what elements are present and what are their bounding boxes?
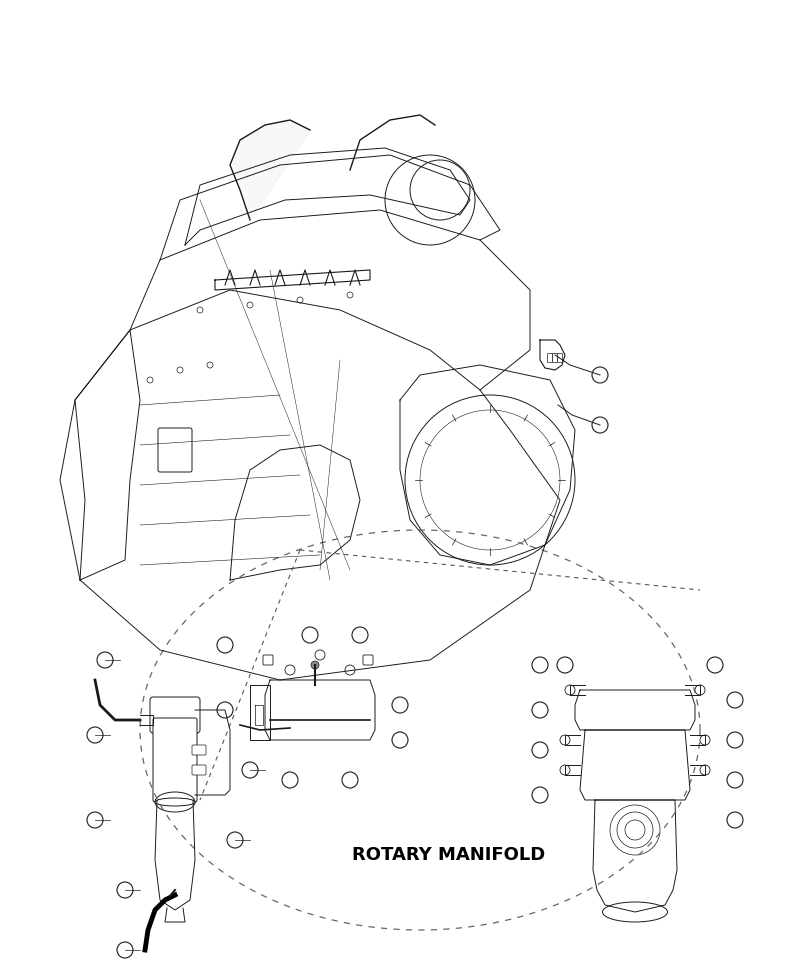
FancyBboxPatch shape (192, 745, 206, 755)
FancyBboxPatch shape (158, 428, 192, 472)
Circle shape (700, 765, 710, 775)
Circle shape (117, 882, 133, 898)
Circle shape (217, 637, 233, 653)
Circle shape (227, 832, 243, 848)
Circle shape (727, 772, 743, 788)
Circle shape (217, 702, 233, 718)
Circle shape (247, 302, 253, 308)
Circle shape (315, 650, 325, 660)
Circle shape (695, 685, 705, 695)
FancyBboxPatch shape (553, 354, 558, 362)
Ellipse shape (155, 792, 195, 812)
Circle shape (392, 732, 408, 748)
Circle shape (392, 697, 408, 713)
Circle shape (285, 665, 295, 675)
Circle shape (97, 652, 113, 668)
FancyBboxPatch shape (547, 354, 553, 362)
Circle shape (207, 362, 213, 368)
Circle shape (87, 812, 103, 828)
Circle shape (282, 772, 298, 788)
Circle shape (532, 787, 548, 803)
Circle shape (727, 692, 743, 708)
Circle shape (592, 417, 608, 433)
FancyBboxPatch shape (150, 697, 200, 733)
Circle shape (297, 297, 303, 303)
FancyBboxPatch shape (153, 718, 197, 802)
Circle shape (700, 735, 710, 745)
Circle shape (311, 661, 319, 669)
Ellipse shape (602, 902, 667, 922)
FancyBboxPatch shape (558, 354, 562, 362)
Circle shape (147, 377, 153, 383)
Circle shape (87, 727, 103, 743)
Circle shape (242, 762, 258, 778)
Polygon shape (165, 908, 185, 922)
FancyBboxPatch shape (192, 765, 206, 775)
Circle shape (727, 812, 743, 828)
Polygon shape (230, 120, 310, 220)
Circle shape (177, 367, 183, 373)
Circle shape (592, 367, 608, 383)
Circle shape (557, 657, 573, 673)
Circle shape (560, 735, 570, 745)
Circle shape (565, 685, 575, 695)
Circle shape (352, 627, 368, 643)
FancyBboxPatch shape (363, 655, 373, 665)
Circle shape (532, 657, 548, 673)
Circle shape (532, 702, 548, 718)
Circle shape (727, 732, 743, 748)
Text: ROTARY MANIFOLD: ROTARY MANIFOLD (352, 846, 546, 864)
Circle shape (560, 765, 570, 775)
Circle shape (117, 942, 133, 958)
Ellipse shape (155, 798, 195, 806)
Circle shape (302, 627, 318, 643)
Circle shape (532, 742, 548, 758)
Circle shape (347, 292, 353, 298)
FancyBboxPatch shape (263, 655, 273, 665)
Circle shape (342, 772, 358, 788)
Circle shape (707, 657, 723, 673)
Circle shape (197, 307, 203, 313)
Circle shape (345, 665, 355, 675)
